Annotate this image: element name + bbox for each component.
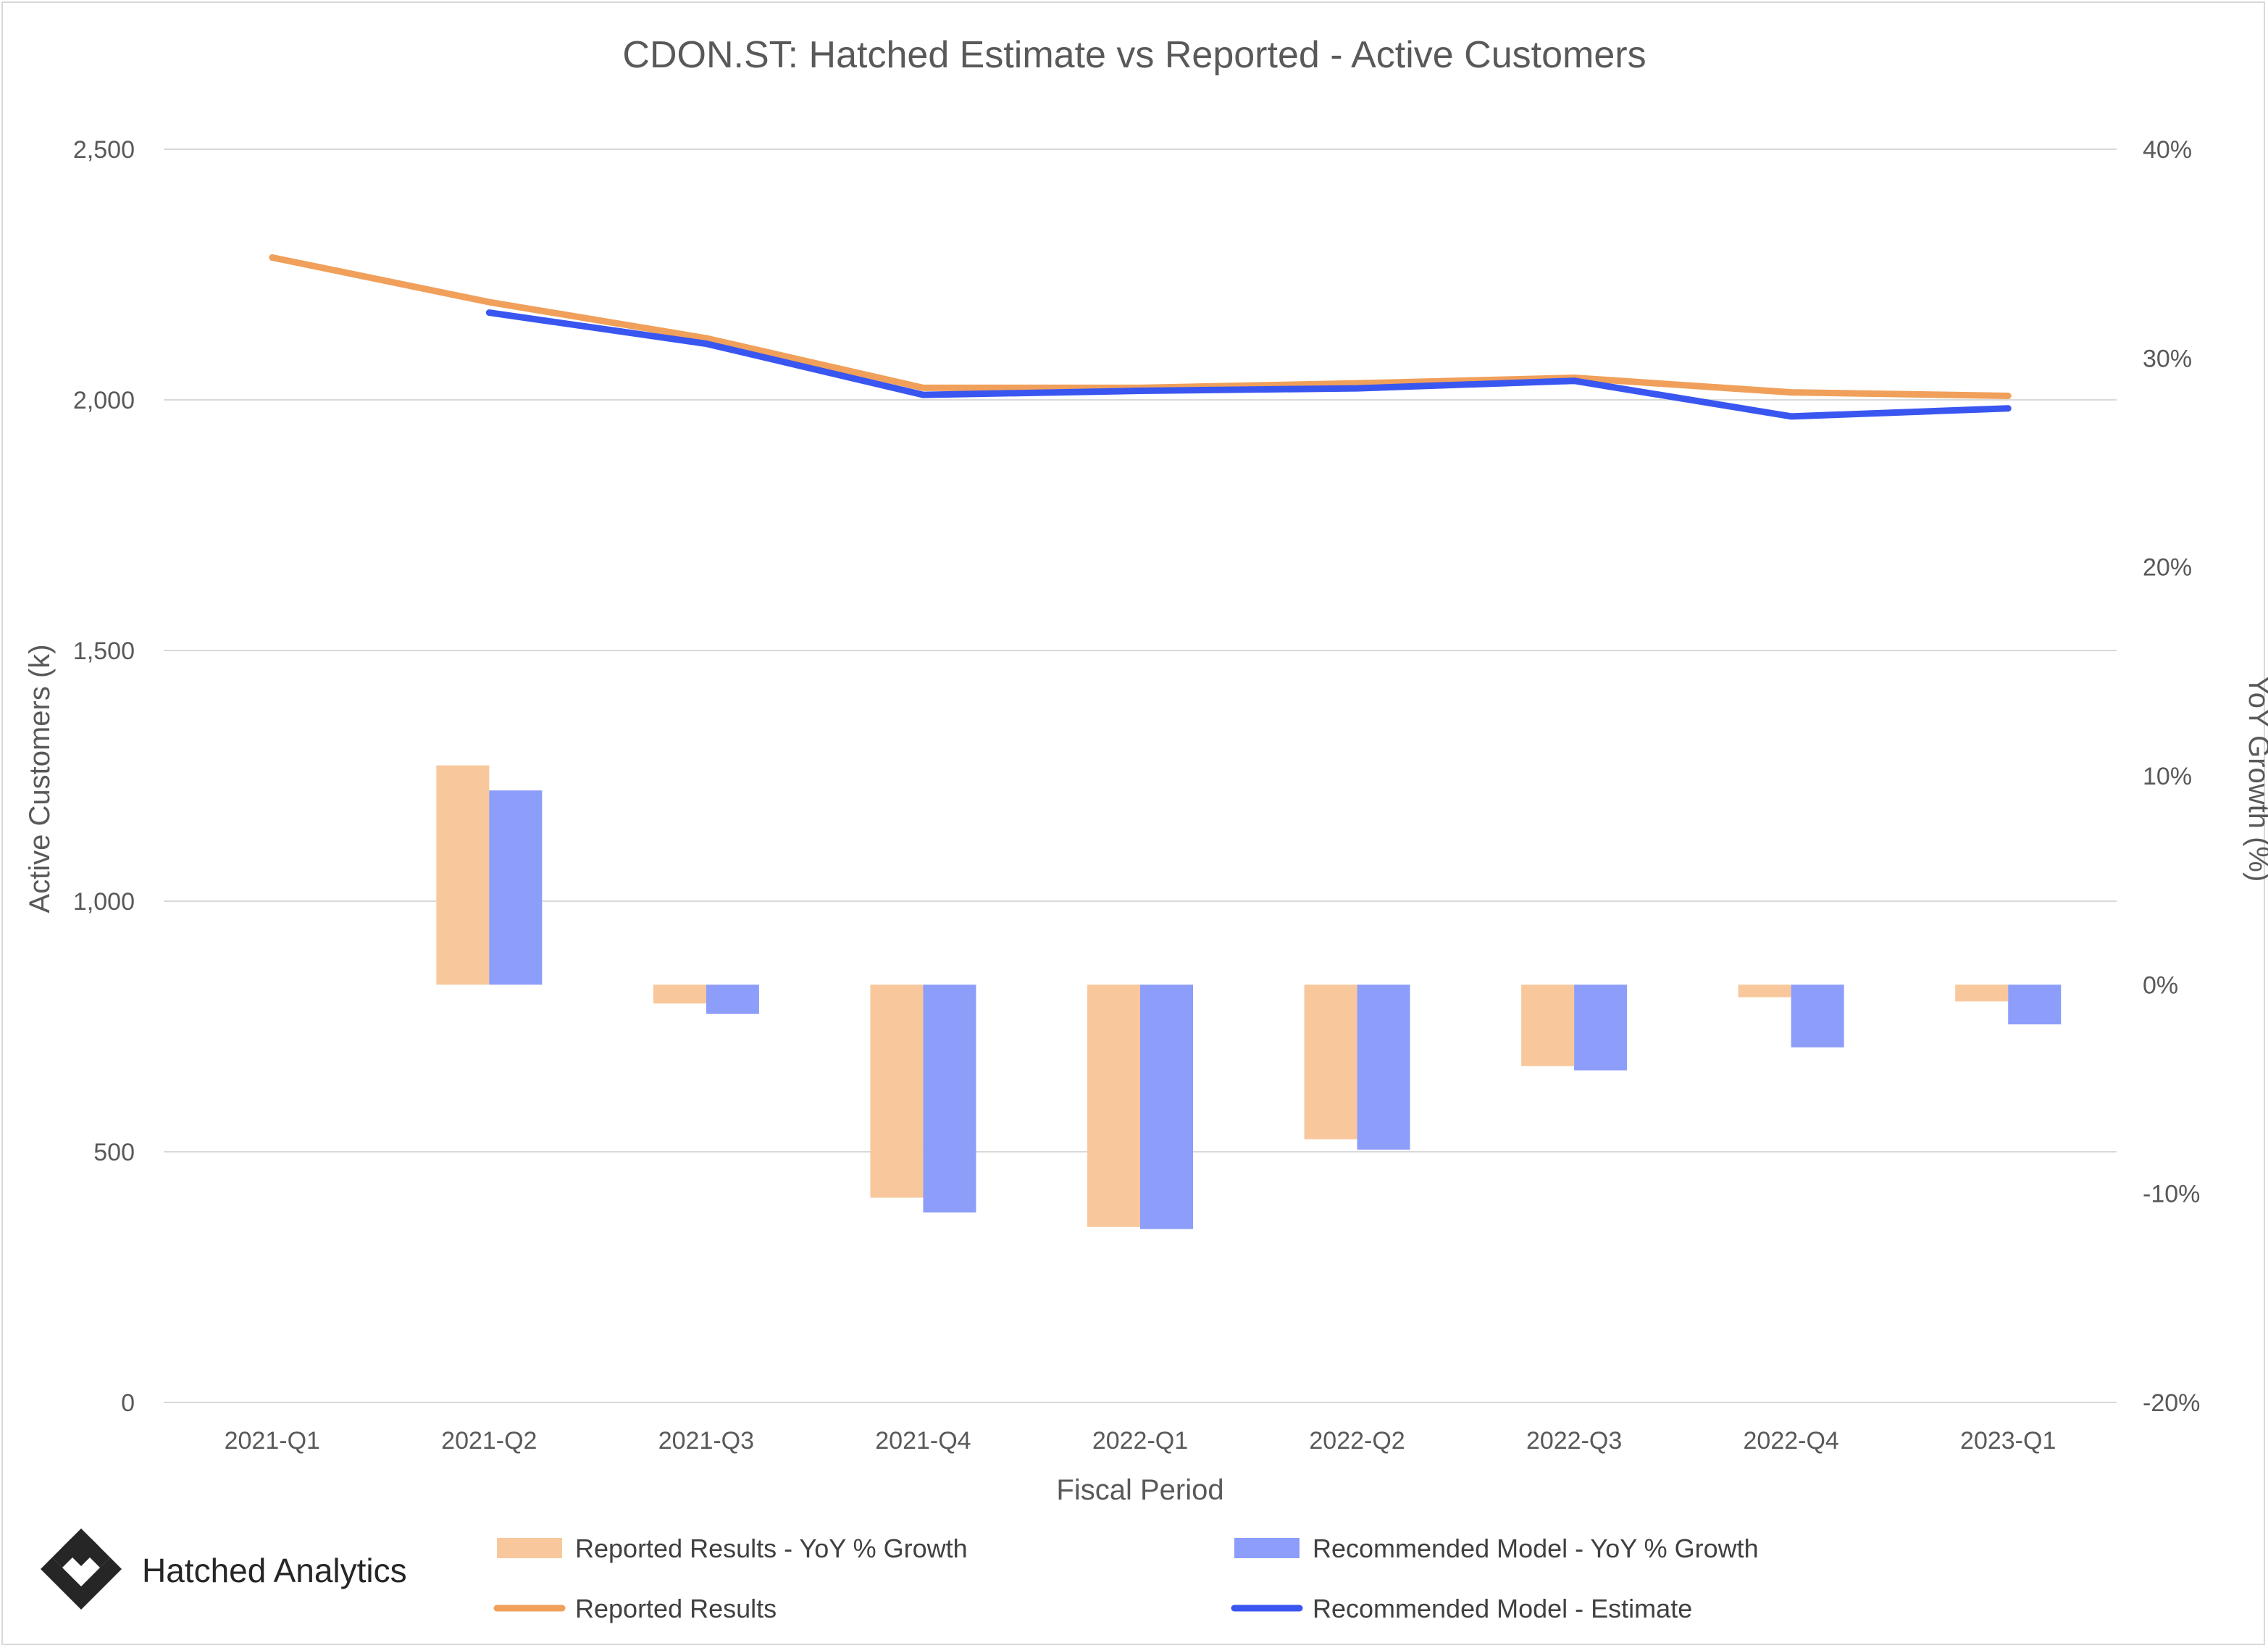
hatched-diamond-icon [41,1528,122,1610]
y-tick-label: 500 [93,1139,135,1166]
brand-name: Hatched Analytics [142,1552,407,1589]
x-tick-label: 2021-Q2 [441,1427,537,1455]
bar [1357,984,1410,1150]
y-tick-label: 2,000 [73,387,135,414]
y2-tick-label: 10% [2143,763,2192,790]
bar [2008,984,2062,1025]
bars [436,765,2062,1229]
bar [1087,984,1140,1227]
right-axis-ticks: -20% -10% 0% 10% 20% 30% 40% [2143,136,2200,1417]
y-tick-label: 0 [121,1389,135,1417]
x-axis-ticks: 2021-Q1 2021-Q2 2021-Q3 2021-Q4 2022-Q1 2022-… [225,1427,2056,1455]
legend-label-reported-growth: Reported Results - YoY % Growth [575,1534,968,1563]
legend-label-model-estimate: Recommended Model - Estimate [1313,1594,1692,1623]
legend-item-model-estimate: Recommended Model - Estimate [1231,1594,1692,1623]
legend-item-reported-growth: Reported Results - YoY % Growth [497,1534,968,1563]
bar [923,984,976,1213]
x-tick-label: 2021-Q1 [225,1427,320,1455]
x-tick-label: 2022-Q4 [1744,1427,1839,1455]
legend-swatch-model-growth [1234,1538,1300,1558]
series-line [485,309,2012,420]
bar [489,790,543,985]
left-axis-ticks: 0 500 1,000 1,500 2,000 2,500 [73,136,135,1417]
x-tick-label: 2022-Q2 [1309,1427,1405,1455]
y2-tick-label: 30% [2143,345,2192,372]
y2-axis-title: YoY Growth (%) [2243,676,2268,882]
legend-label-reported: Reported Results [575,1594,777,1623]
bar [1521,984,1575,1066]
legend-item-reported: Reported Results [493,1594,777,1623]
y-axis-title: Active Customers (k) [24,644,56,913]
legend: Reported Results - YoY % Growth Recommen… [493,1534,1759,1623]
bar [436,765,490,985]
y-tick-label: 1,000 [73,888,135,916]
y2-tick-label: 40% [2143,136,2192,164]
bar [1140,984,1193,1229]
chart-title: CDON.ST: Hatched Estimate vs Reported - … [622,34,1646,76]
x-tick-label: 2022-Q1 [1092,1427,1188,1455]
bar [706,984,759,1014]
bar [1574,984,1628,1071]
x-tick-label: 2021-Q4 [875,1427,971,1455]
legend-item-model-growth: Recommended Model - YoY % Growth [1234,1534,1759,1563]
bar [653,984,706,1004]
y2-tick-label: -10% [2143,1181,2200,1208]
x-axis-title: Fiscal Period [1056,1474,1223,1506]
y2-tick-label: 20% [2143,554,2192,582]
y2-tick-label: -20% [2143,1389,2200,1417]
y2-tick-label: 0% [2143,971,2178,999]
y-tick-label: 2,500 [73,136,135,164]
series-line [269,254,2012,399]
bar [1955,984,2009,1002]
bar [1791,984,1844,1047]
lines [269,254,2012,420]
x-tick-label: 2023-Q1 [1960,1427,2056,1455]
bar [870,984,924,1198]
x-tick-label: 2021-Q3 [658,1427,754,1455]
y-tick-label: 1,500 [73,637,135,665]
brand-logo: Hatched Analytics [41,1528,407,1610]
legend-label-model-growth: Recommended Model - YoY % Growth [1313,1534,1759,1563]
bar [1738,984,1791,997]
bar [1304,984,1357,1139]
legend-swatch-reported-growth [497,1538,562,1558]
x-tick-label: 2022-Q3 [1526,1427,1622,1455]
